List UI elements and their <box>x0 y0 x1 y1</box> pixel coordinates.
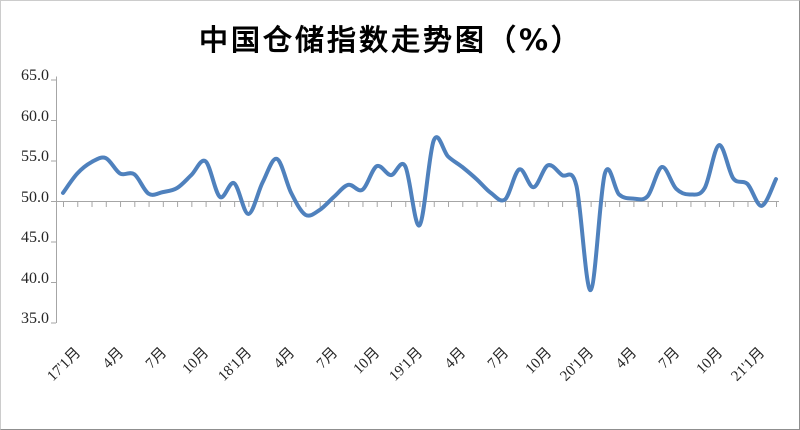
y-axis-tick-label: 45.0 <box>21 229 49 246</box>
index-series-line <box>61 135 778 293</box>
y-axis-tick-label: 60.0 <box>21 107 49 125</box>
y-axis-tick-label: 55.0 <box>21 148 49 165</box>
chart-title: 中国仓储指数走势图（%） <box>198 23 584 57</box>
axes <box>51 76 779 324</box>
y-axis-tick-label: 50.0 <box>21 188 49 206</box>
y-axis-tick-label: 35.0 <box>21 310 49 327</box>
y-axis-tick-label: 65.0 <box>21 67 49 84</box>
y-axis-tick-label: 40.0 <box>21 269 49 287</box>
